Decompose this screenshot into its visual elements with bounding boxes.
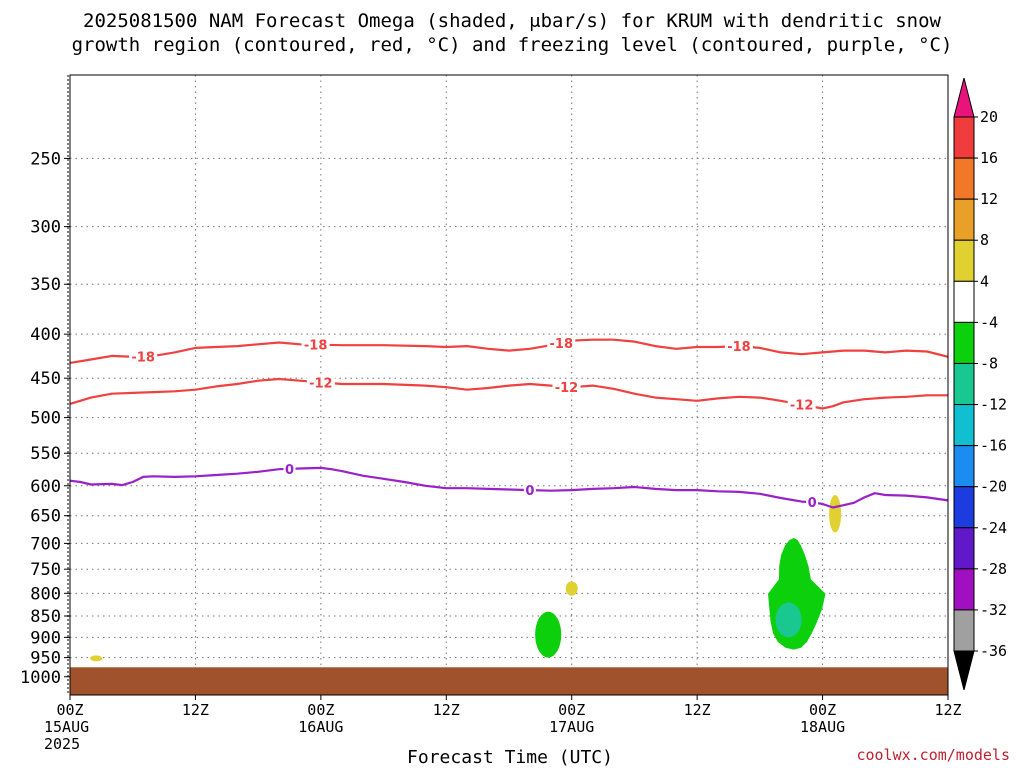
contour-label: -18 (304, 339, 328, 354)
contour-label: -18 (727, 340, 751, 355)
colorbar-bin (953, 445, 975, 488)
contour-label-bg (806, 494, 819, 511)
contour-label-bg (283, 460, 296, 477)
contour-label: -18 (131, 350, 155, 365)
omega-region (565, 581, 578, 596)
y-tick-label: 400 (30, 325, 61, 345)
contour-label-bg (547, 334, 576, 351)
y-tick-label: 700 (30, 534, 61, 554)
colorbar-label: 16 (980, 149, 998, 167)
contour-label: -18 (550, 337, 574, 352)
colorbar-bin (953, 486, 975, 529)
colorbar-label: -36 (980, 642, 1007, 660)
y-tick-label: 550 (30, 444, 61, 464)
contour-lines: -18 -18 -18 -18 -12 -12 -12 0 0 0 (69, 334, 949, 511)
colorbar-label: 20 (980, 108, 998, 126)
colorbar-bin (953, 280, 975, 323)
x-tick-label: 00Z (307, 701, 334, 719)
contour-label-bg (523, 482, 536, 499)
contour-label-bg (724, 338, 753, 355)
x-tick-label: 18AUG (800, 718, 845, 736)
colorbar-bin (953, 527, 975, 570)
colorbar-bin (953, 568, 975, 611)
colorbar-bin (953, 362, 975, 406)
plot-frame (69, 74, 949, 696)
y-tick-label: 350 (30, 275, 61, 295)
colorbar-label: 8 (980, 231, 989, 249)
omega-region (535, 611, 562, 658)
x-tick-label: 12Z (684, 701, 711, 719)
y-tick-label: 850 (30, 607, 61, 627)
contour-0 (69, 466, 949, 509)
colorbar-label: -20 (980, 478, 1007, 496)
contour-label: 0 (808, 496, 817, 511)
colorbar-label: 4 (980, 272, 989, 290)
contour-label: -12 (555, 381, 579, 396)
chart-title-line-1: 2025081500 NAM Forecast Omega (shaded, μ… (83, 10, 941, 32)
colorbar-bin (953, 609, 975, 652)
y-tick-label: 250 (30, 149, 61, 169)
colorbar-bottom-arrow (953, 650, 975, 691)
colorbar-bin (953, 321, 975, 364)
terrain-fill (70, 667, 948, 695)
colorbar-bin (953, 157, 975, 200)
y-tick-label: 1000 (20, 668, 61, 688)
contour-label-bg (552, 378, 581, 395)
x-tick-label: 12Z (934, 701, 961, 719)
y-tick-label: 750 (30, 560, 61, 580)
colorbar-label: -28 (980, 560, 1007, 578)
colorbar-bin (953, 116, 975, 159)
x-tick-label: 15AUG (44, 718, 89, 736)
colorbar: 20 16 12 8 4 -4 -8 -12 -16 -20 -24 -28 -32 -36 (953, 77, 1007, 691)
x-tick-label: 00Z (56, 701, 83, 719)
y-tick-label: 600 (30, 477, 61, 497)
y-tick-label: 650 (30, 507, 61, 527)
contour-label-bg (787, 396, 816, 413)
x-tick-label: 2025 (44, 735, 80, 753)
x-tick-label: 17AUG (549, 718, 594, 736)
colorbar-label: -4 (980, 313, 998, 331)
y-tick-label: 450 (30, 369, 61, 389)
colorbar-label: 12 (980, 190, 998, 208)
contour-label-bg (129, 348, 158, 365)
colorbar-top-arrow (953, 77, 975, 118)
colorbar-label: -16 (980, 437, 1007, 455)
contour-label: -12 (790, 399, 814, 414)
omega-shaded-regions (90, 494, 842, 662)
x-tick-label: 00Z (558, 701, 585, 719)
contour-label: 0 (285, 463, 294, 478)
omega-region (829, 494, 842, 533)
x-tick-label: 00Z (809, 701, 836, 719)
y-tick-label: 300 (30, 218, 61, 238)
colorbar-bin (953, 404, 975, 447)
contour-label: 0 (525, 484, 534, 499)
y-tick-label: 950 (30, 649, 61, 669)
contour--12 (69, 377, 948, 410)
contour-label-bg (306, 374, 335, 391)
colorbar-bin (953, 239, 975, 282)
colorbar-label: -24 (980, 519, 1007, 537)
y-tick-label: 800 (30, 584, 61, 604)
x-axis-title: Forecast Time (UTC) (407, 747, 613, 768)
y-tick-label: 900 (30, 628, 61, 648)
credit-text: coolwx.com/models (856, 746, 1010, 764)
contour-label: -12 (309, 376, 333, 391)
omega-region (775, 602, 802, 638)
contour--18 (69, 338, 949, 364)
omega-region (90, 655, 103, 662)
contour-label-bg (301, 336, 330, 353)
terrain-block (70, 667, 948, 695)
colorbar-bin (953, 198, 975, 241)
y-tick-label: 500 (30, 409, 61, 429)
chart-title-line-2: growth region (contoured, red, °C) and f… (72, 34, 953, 56)
colorbar-label: -32 (980, 601, 1007, 619)
colorbar-label: -8 (980, 354, 998, 372)
colorbar-label: -12 (980, 396, 1007, 414)
x-tick-label: 12Z (433, 701, 460, 719)
x-tick-label: 12Z (182, 701, 209, 719)
y-axis-ticks: 2503003504004505005506006507007508008509… (20, 149, 70, 688)
x-tick-label: 16AUG (298, 718, 343, 736)
